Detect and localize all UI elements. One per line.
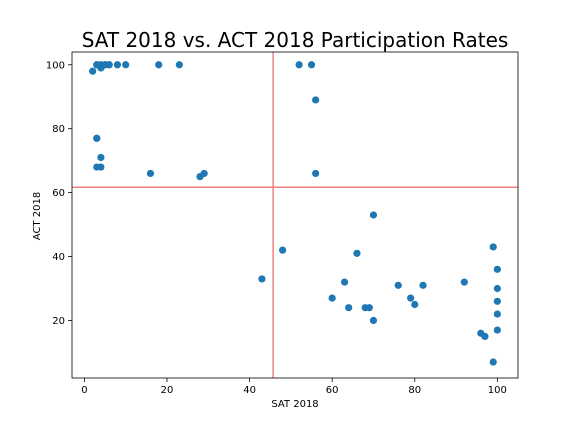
y-tick-label: 80 — [52, 124, 65, 135]
data-point — [369, 211, 378, 219]
data-point — [369, 316, 378, 325]
plot-area: 0 20 40 60 80 100 20 40 60 80 100 — [46, 51, 519, 396]
data-point — [312, 169, 320, 178]
data-point — [93, 134, 101, 142]
data-point — [460, 278, 468, 286]
data-point — [93, 163, 101, 171]
x-tick-label: 0 — [81, 385, 87, 396]
data-point — [97, 153, 105, 162]
data-point — [493, 265, 501, 273]
data-point — [312, 96, 320, 104]
data-point — [353, 249, 361, 257]
x-tick-label: 100 — [488, 385, 507, 396]
x-tick-label: 60 — [326, 385, 339, 396]
chart-title: SAT 2018 vs. ACT 2018 Participation Rate… — [82, 28, 509, 52]
axes-frame — [71, 51, 519, 379]
y-tick-label: 40 — [52, 252, 65, 263]
data-point — [340, 278, 349, 286]
data-point — [419, 281, 427, 289]
data-point — [307, 61, 316, 69]
data-point — [200, 169, 208, 178]
x-tick-label: 20 — [161, 385, 174, 396]
data-point — [89, 67, 97, 75]
data-point — [155, 61, 163, 69]
data-point — [105, 61, 113, 69]
data-point — [365, 304, 373, 312]
data-point — [493, 310, 501, 318]
data-point — [394, 281, 402, 289]
data-point — [493, 297, 501, 305]
data-point — [295, 61, 303, 69]
data-point — [493, 326, 501, 334]
y-tick-label: 60 — [52, 188, 65, 199]
x-tick-label: 40 — [243, 385, 256, 396]
data-point — [113, 61, 122, 69]
y-axis-label: ACT 2018 — [32, 192, 43, 240]
data-point — [279, 246, 287, 254]
data-point — [407, 294, 415, 302]
data-point — [258, 275, 266, 283]
data-point — [493, 284, 501, 293]
data-point — [411, 300, 419, 309]
y-tick-label: 20 — [52, 316, 65, 327]
data-point — [489, 358, 497, 366]
data-point — [328, 294, 336, 302]
data-point — [175, 61, 183, 69]
y-tick-label: 100 — [46, 60, 65, 71]
data-point — [122, 61, 130, 69]
data-point — [481, 332, 489, 341]
data-point — [345, 304, 353, 312]
x-axis-label: SAT 2018 — [271, 399, 318, 410]
data-point — [489, 243, 497, 251]
data-point — [146, 169, 155, 178]
x-tick-label: 80 — [408, 385, 421, 396]
